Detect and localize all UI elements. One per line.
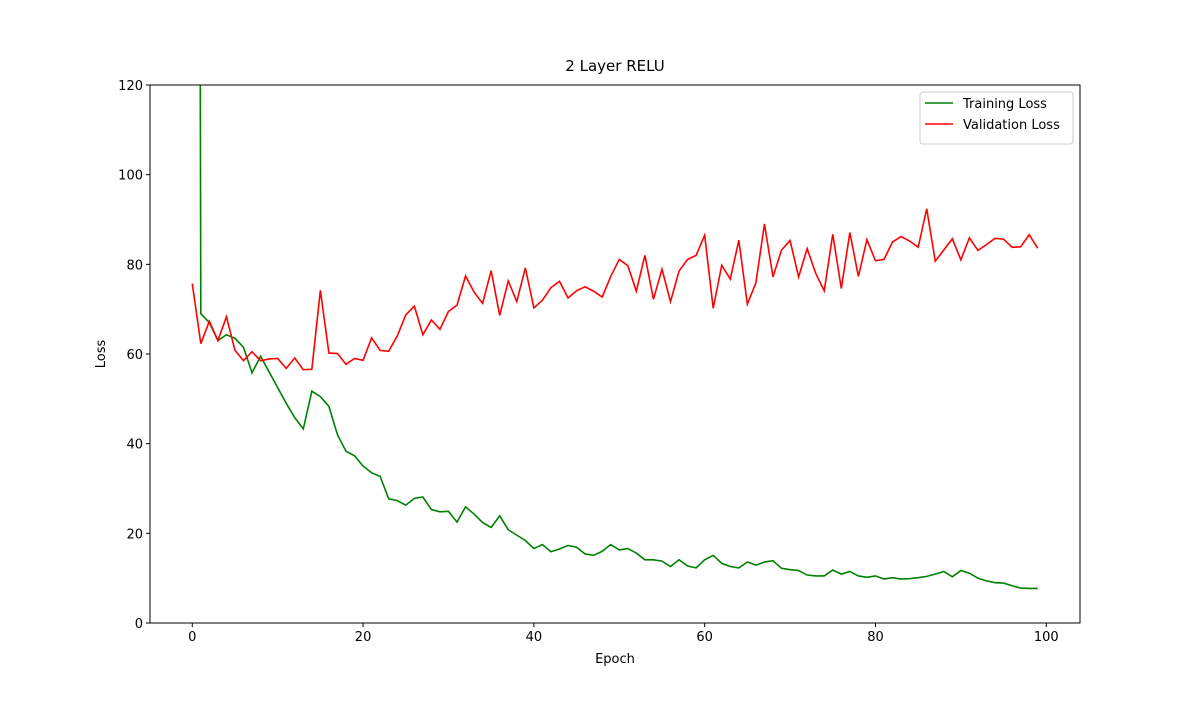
legend-box [919,91,1074,145]
x-tick-label: 20 [355,630,372,645]
y-tick-label: 0 [135,617,143,632]
y-tick-label: 100 [118,169,143,184]
x-tick-label: 40 [526,630,543,645]
chart-title: 2 Layer RELU [565,57,664,75]
x-tick-label: 60 [696,630,713,645]
y-axis-label: Loss [94,340,109,369]
legend-label: Training Loss [962,97,1047,112]
x-tick-label: 0 [188,630,196,645]
x-axis-label: Epoch [595,652,635,667]
y-tick-label: 120 [118,79,143,94]
y-tick-label: 80 [126,258,143,273]
x-tick-label: 80 [867,630,884,645]
data-line [199,85,1038,590]
legend-label: Validation Loss [963,118,1060,133]
plot-area [191,85,1039,590]
y-tick-label: 20 [126,527,143,542]
data-line [191,208,1039,371]
y-tick-label: 40 [126,438,143,453]
x-tick-label: 100 [1034,630,1059,645]
y-tick-label: 60 [126,348,143,363]
